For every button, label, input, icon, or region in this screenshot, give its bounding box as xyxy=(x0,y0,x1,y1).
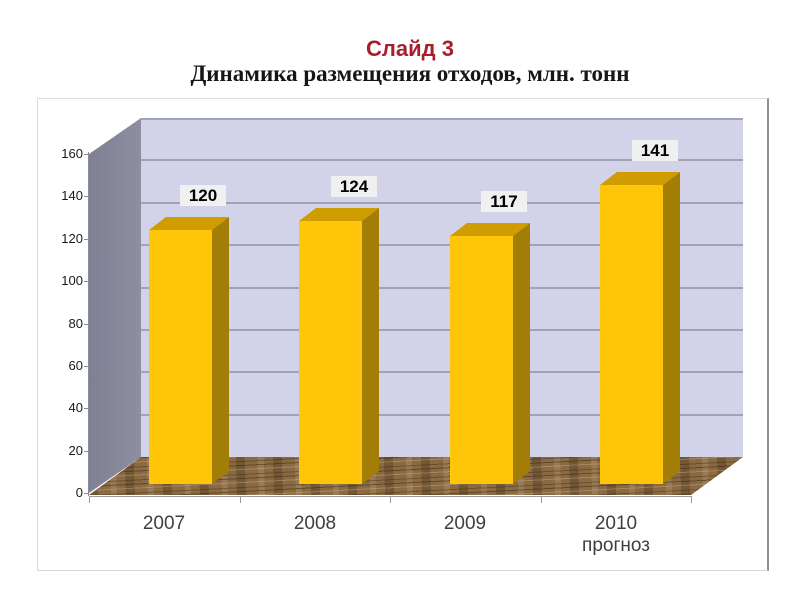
y-tick-mark xyxy=(84,196,89,197)
y-tick-label: 40 xyxy=(68,400,83,415)
y-tick-mark xyxy=(84,493,89,494)
y-tick-label: 140 xyxy=(61,188,83,203)
x-axis-label-year: 2008 xyxy=(293,513,337,534)
x-axis-label-year: 2010 xyxy=(594,513,638,534)
bar-side-face xyxy=(362,208,379,484)
gridline xyxy=(141,202,743,204)
x-axis-label-note: прогноз xyxy=(582,535,650,556)
y-tick-mark xyxy=(84,366,89,367)
y-tick-label: 100 xyxy=(61,273,83,288)
gridline xyxy=(141,414,743,416)
bar-top-face xyxy=(600,172,680,185)
y-tick-mark xyxy=(84,239,89,240)
gridline xyxy=(141,371,743,373)
y-tick-mark xyxy=(84,154,89,155)
gridline xyxy=(141,118,743,120)
bar-top-face xyxy=(299,208,379,221)
y-tick-mark xyxy=(84,324,89,325)
x-tick-mark xyxy=(240,496,241,503)
y-tick-mark xyxy=(84,408,89,409)
y-tick-label: 0 xyxy=(75,485,83,500)
bar-2007 xyxy=(149,217,229,484)
gridline xyxy=(141,159,743,161)
x-tick-mark xyxy=(390,496,391,503)
gridline xyxy=(141,244,743,246)
y-tick-label: 160 xyxy=(61,146,83,161)
y-tick-mark xyxy=(84,451,89,452)
bar-value-label-2008: 124 xyxy=(331,176,377,197)
y-tick-label: 60 xyxy=(68,358,83,373)
x-axis-label-year: 2007 xyxy=(142,513,186,534)
bar-value-label-2010: 141 xyxy=(632,140,678,161)
bar-2008 xyxy=(299,208,379,484)
x-tick-mark xyxy=(541,496,542,503)
y-tick-label: 80 xyxy=(68,316,83,331)
bar-front-face xyxy=(450,236,513,484)
bar-side-face xyxy=(663,172,680,484)
gridline xyxy=(141,329,743,331)
x-axis-label: 2007 xyxy=(109,513,219,535)
slide-title: Слайд 3 xyxy=(366,36,454,61)
chart-border-frame xyxy=(37,98,769,571)
bar-front-face xyxy=(299,221,362,484)
y-tick-label: 20 xyxy=(68,443,83,458)
chart-title: Динамика размещения отходов, млн. тонн xyxy=(190,61,630,86)
x-tick-mark xyxy=(89,496,90,503)
bar-2009 xyxy=(450,223,530,484)
bar-2010 xyxy=(600,172,680,484)
x-axis-label-year: 2009 xyxy=(443,513,487,534)
gridline xyxy=(141,287,743,289)
bar-front-face xyxy=(149,230,212,484)
bar-top-face xyxy=(450,223,530,236)
bar-value-label-2009: 117 xyxy=(481,191,527,212)
x-axis-label: 2009 xyxy=(410,513,520,535)
x-axis-label: 2008 xyxy=(260,513,370,535)
chart-side-wall xyxy=(89,118,141,493)
bar-side-face xyxy=(513,223,530,484)
bar-top-face xyxy=(149,217,229,230)
bar-front-face xyxy=(600,185,663,484)
y-tick-label: 120 xyxy=(61,231,83,246)
x-axis-label: 2010 прогноз xyxy=(561,513,671,557)
bar-side-face xyxy=(212,217,229,484)
y-tick-mark xyxy=(84,281,89,282)
x-tick-mark xyxy=(691,496,692,503)
bar-value-label-2007: 120 xyxy=(180,185,226,206)
